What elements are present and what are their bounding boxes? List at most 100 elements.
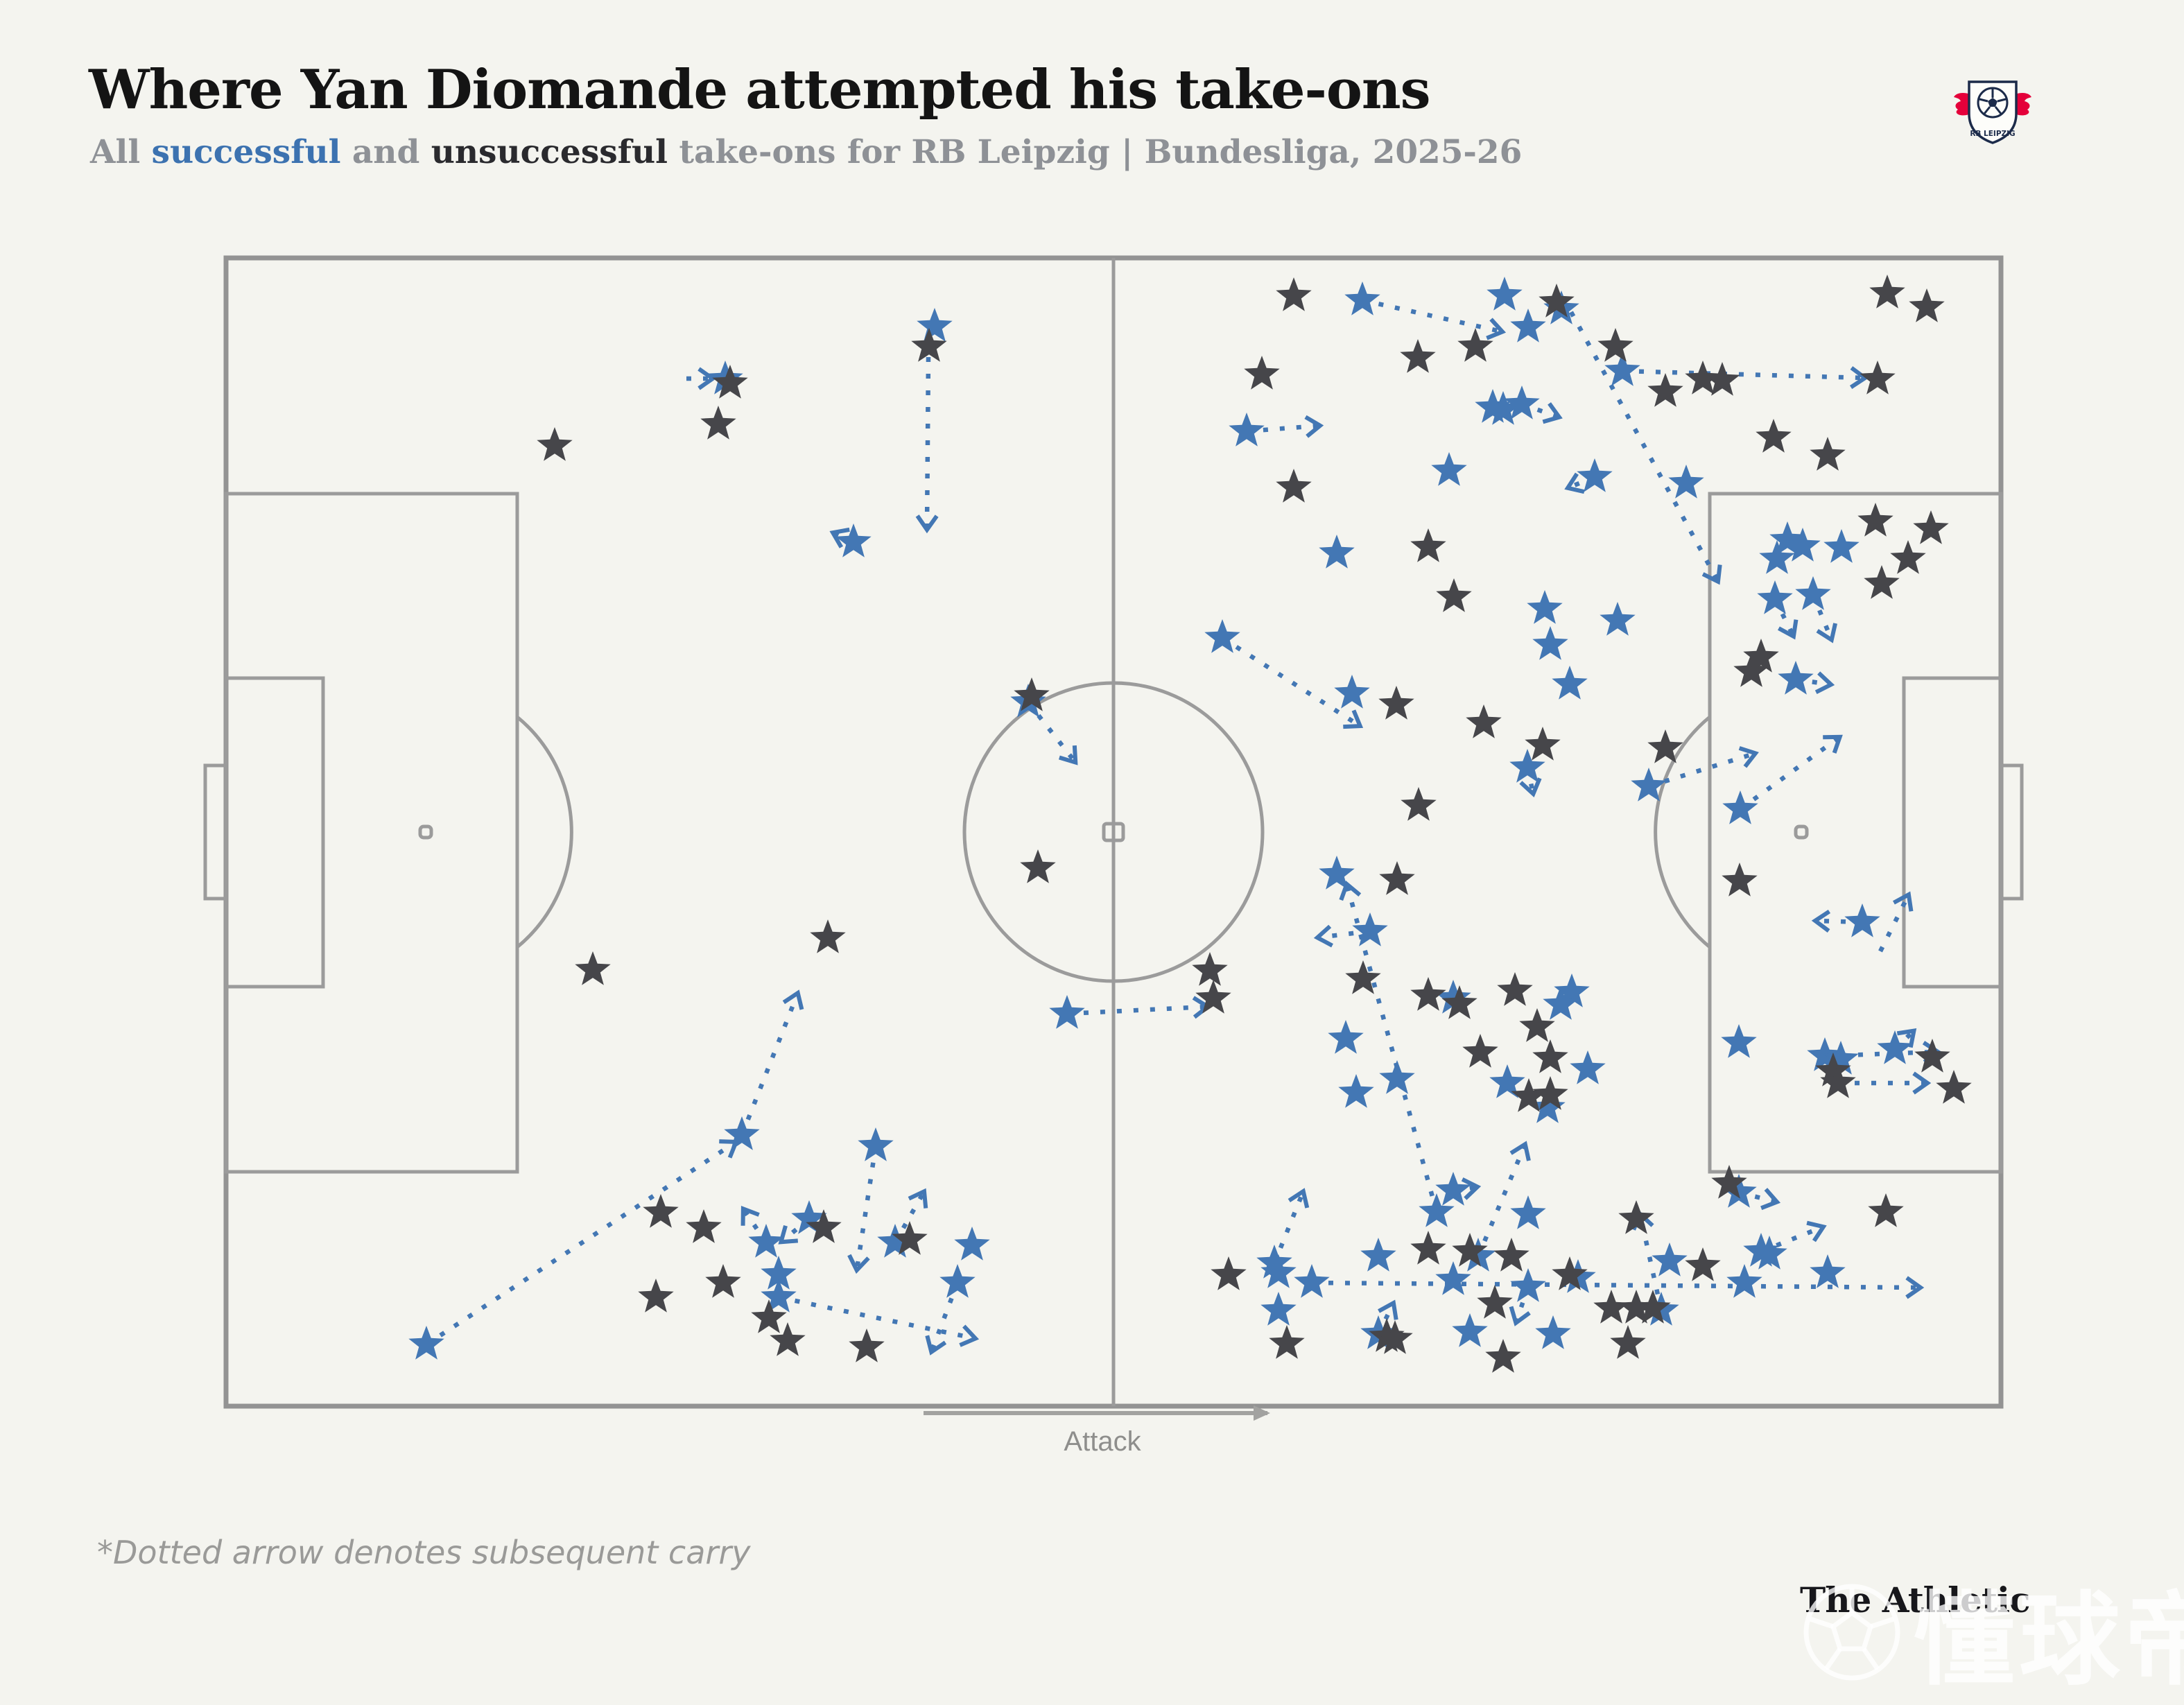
takeon-star-unsuccessful [1618, 1290, 1654, 1324]
takeon-star-successful [1759, 540, 1795, 574]
takeon-star-unsuccessful [1410, 528, 1446, 562]
ball-pentagon [1988, 98, 1997, 107]
takeon-star-successful [1668, 465, 1704, 499]
takeon-star-successful [1726, 1264, 1762, 1298]
takeon-star-unsuccessful [810, 919, 846, 953]
takeon-star-unsuccessful [1441, 985, 1477, 1019]
takeon-star-successful [1510, 1268, 1546, 1302]
takeon-star-unsuccessful [1192, 952, 1228, 986]
takeon-star-unsuccessful [1711, 1165, 1747, 1199]
takeon-star-successful [1344, 282, 1380, 315]
takeon-star-successful [1600, 602, 1636, 636]
takeon-star-unsuccessful [1860, 361, 1896, 395]
subtitle-unsuccessful: unsuccessful [431, 133, 668, 171]
takeon-star-successful [1452, 1313, 1488, 1347]
takeon-star-unsuccessful [1539, 284, 1575, 318]
takeon-star-unsuccessful [1685, 1247, 1721, 1281]
carry-arrow [1066, 996, 1212, 1019]
takeon-star-unsuccessful [643, 1194, 679, 1228]
takeon-star-unsuccessful [1532, 1039, 1568, 1073]
carry-arrow [1569, 311, 1722, 585]
takeon-star-unsuccessful [1722, 863, 1758, 897]
takeon-star-successful [748, 1224, 784, 1258]
takeon-star-unsuccessful [1635, 1290, 1671, 1324]
carry-arrow [1476, 1141, 1531, 1258]
takeon-star-unsuccessful [575, 951, 611, 985]
pitch-chart: Attack [203, 255, 2024, 1457]
penalty-arc-left [516, 716, 573, 949]
takeon-star-unsuccessful [1704, 362, 1740, 396]
takeon-star-unsuccessful [1493, 1238, 1529, 1272]
carry-arrow [1773, 598, 1799, 640]
page-title: Where Yan Diomande attempted his take-on… [89, 58, 1431, 121]
subtitle-all: All [90, 133, 152, 171]
takeon-star-unsuccessful [700, 406, 736, 440]
takeon-star-unsuccessful [1610, 1325, 1646, 1359]
takeon-star-successful [1785, 528, 1821, 562]
takeon-star-successful [408, 1326, 444, 1360]
takeon-star-unsuccessful [1401, 787, 1437, 821]
carry-arrow [1760, 1220, 1827, 1254]
takeon-star-unsuccessful [806, 1209, 842, 1243]
carry-arrow [1738, 1188, 1781, 1211]
rb-leipzig-crest-icon: RB LEIPZIG [1954, 80, 2031, 144]
takeon-star-successful [1769, 521, 1805, 555]
takeon-star-unsuccessful [1211, 1256, 1247, 1290]
takeon-star-successful [1294, 1264, 1330, 1298]
takeon-star-successful [939, 1264, 976, 1298]
goal-right [1999, 763, 2024, 901]
takeon-star-successful [1529, 1089, 1566, 1123]
takeon-star-unsuccessful [1379, 861, 1415, 895]
ball-seams [1979, 89, 2007, 114]
takeon-star-successful [1751, 1236, 1787, 1270]
carry-arrow [1622, 366, 1869, 389]
carry-arrow [1246, 415, 1324, 438]
takeon-star-unsuccessful [1909, 288, 1945, 322]
takeon-star-successful [1527, 590, 1563, 624]
takeon-star-successful [1419, 1193, 1455, 1227]
takeon-star-successful [1352, 912, 1388, 946]
takeon-star-unsuccessful [1593, 1290, 1629, 1324]
takeon-star-unsuccessful [770, 1322, 806, 1356]
takeon-star-unsuccessful [1869, 275, 1905, 309]
takeon-star-unsuccessful [1410, 977, 1446, 1011]
carry-arrow [425, 1139, 740, 1347]
takeon-star-successful [1260, 1292, 1297, 1326]
takeon-star-successful [1504, 386, 1540, 419]
takeon-star-successful [1577, 458, 1613, 492]
the-athletic-logo: The Athletic [1800, 1579, 2030, 1620]
page-subtitle: All successful and unsuccessful take-ons… [90, 133, 1522, 171]
takeon-star-unsuccessful [1345, 960, 1381, 994]
takeon-star-unsuccessful [1457, 328, 1493, 362]
takeon-star-unsuccessful [1436, 578, 1472, 612]
takeon-star-successful [761, 1279, 797, 1313]
takeon-star-successful [1328, 1020, 1364, 1054]
carry-arrow [1221, 636, 1364, 729]
takeon-star-successful [1757, 580, 1793, 614]
carry-arrow [915, 356, 939, 534]
takeon-star-successful [1510, 1195, 1546, 1229]
takeon-star-successful [1360, 1238, 1396, 1272]
takeon-star-unsuccessful [1685, 361, 1721, 395]
takeon-star-successful [1510, 309, 1546, 343]
takeon-star-unsuccessful [1511, 1078, 1547, 1112]
takeon-star-successful [1844, 903, 1880, 937]
takeon-star-unsuccessful [1519, 1008, 1555, 1042]
takeon-star-unsuccessful [1647, 373, 1683, 407]
takeon-star-unsuccessful [1276, 277, 1312, 311]
penalty-area-right [1708, 492, 2003, 1174]
goal-area-left [224, 676, 325, 989]
takeon-star-unsuccessful [1378, 686, 1414, 720]
subtitle-and: and [340, 133, 431, 171]
takeon-star-successful [858, 1127, 894, 1161]
subtitle-rest: take-ons for RB Leipzig | Bundesliga, 20… [667, 133, 1523, 171]
takeon-star-successful [1260, 1254, 1297, 1288]
carry-arrows-layer [425, 297, 1942, 1356]
carry-arrow [1026, 700, 1078, 765]
takeon-star-successful [1319, 535, 1355, 569]
carry-arrow [1509, 1286, 1531, 1326]
carry-arrow [925, 1281, 960, 1356]
carry-arrow [1311, 1276, 1925, 1299]
attack-label: Attack [1064, 1426, 1141, 1457]
takeon-star-unsuccessful [1647, 729, 1683, 763]
